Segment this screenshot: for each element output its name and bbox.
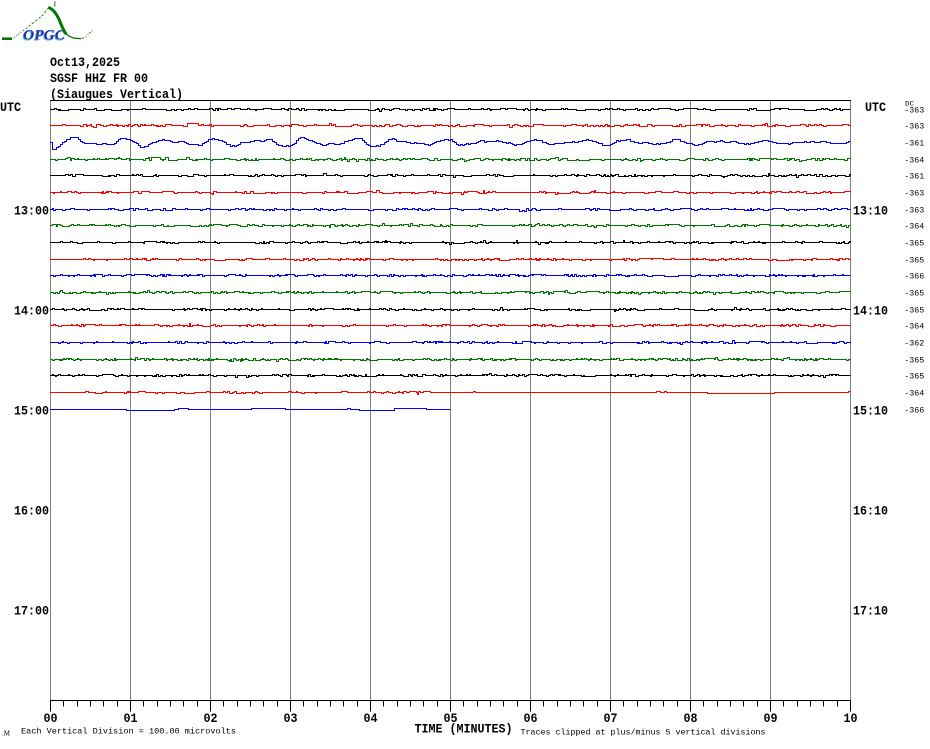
svg-text:-361: -361	[904, 172, 924, 182]
svg-text:15:00: 15:00	[14, 404, 49, 419]
svg-text:07: 07	[604, 711, 618, 726]
svg-text:Traces clipped at plus/minus 5: Traces clipped at plus/minus 5 vertical …	[521, 728, 766, 738]
svg-text:-366: -366	[904, 406, 924, 416]
svg-text:01: 01	[124, 711, 138, 726]
svg-text:-365: -365	[904, 372, 924, 382]
svg-text:-365: -365	[904, 256, 924, 266]
svg-text:-364: -364	[904, 322, 924, 332]
svg-text:08: 08	[684, 711, 698, 726]
svg-text:-363: -363	[904, 189, 924, 199]
svg-text:10: 10	[844, 711, 858, 726]
svg-text:-363: -363	[904, 206, 924, 216]
svg-text:14:10: 14:10	[853, 304, 888, 319]
svg-text:TIME (MINUTES): TIME (MINUTES)	[415, 722, 513, 737]
svg-text:-362: -362	[904, 339, 924, 349]
svg-text:-363: -363	[904, 122, 924, 132]
svg-text:Each Vertical Division = 100.: Each Vertical Division = 100.00 microvol…	[21, 727, 236, 737]
svg-text:OPGC: OPGC	[23, 27, 66, 43]
svg-text:16:10: 16:10	[853, 504, 888, 519]
svg-text:13:10: 13:10	[853, 204, 888, 219]
svg-text:06: 06	[524, 711, 538, 726]
svg-text:-365: -365	[904, 356, 924, 366]
svg-text:-365: -365	[904, 306, 924, 316]
svg-text:04: 04	[364, 711, 378, 726]
svg-text:02: 02	[204, 711, 218, 726]
svg-text:(Siaugues Vertical): (Siaugues Vertical)	[50, 87, 183, 102]
svg-text:-366: -366	[904, 272, 924, 282]
svg-text:UTC: UTC	[865, 100, 886, 115]
svg-text:16:00: 16:00	[14, 504, 49, 519]
svg-text:-361: -361	[904, 139, 924, 149]
svg-text:-365: -365	[904, 239, 924, 249]
svg-text:03: 03	[284, 711, 298, 726]
svg-text:SGSF HHZ FR 00: SGSF HHZ FR 00	[50, 71, 148, 86]
svg-text:Oct13,2025: Oct13,2025	[50, 55, 120, 70]
svg-text:15:10: 15:10	[853, 404, 888, 419]
svg-text:17:00: 17:00	[14, 604, 49, 619]
svg-text:14:00: 14:00	[14, 304, 49, 319]
svg-text:-364: -364	[904, 156, 924, 166]
svg-text:17:10: 17:10	[853, 604, 888, 619]
svg-text:.M: .M	[2, 730, 11, 738]
svg-text:-365: -365	[904, 289, 924, 299]
svg-text:09: 09	[764, 711, 778, 726]
svg-text:-364: -364	[904, 222, 924, 232]
svg-text:UTC: UTC	[0, 100, 21, 115]
svg-text:00: 00	[44, 711, 58, 726]
svg-text:DC: DC	[905, 101, 914, 108]
svg-text:-364: -364	[904, 389, 924, 399]
svg-text:13:00: 13:00	[14, 204, 49, 219]
